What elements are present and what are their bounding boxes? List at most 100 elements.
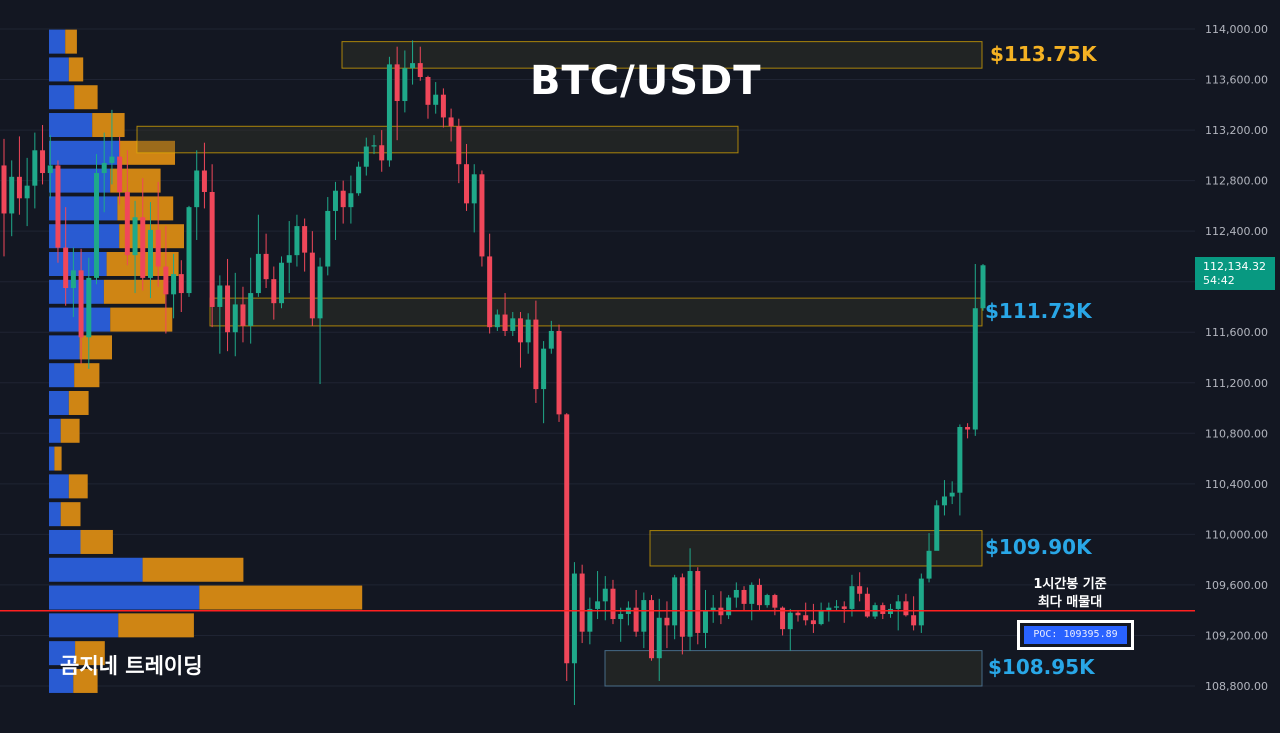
candle-body	[857, 586, 863, 594]
y-tick-label: 112,400.00	[1205, 225, 1268, 238]
candle-body	[633, 607, 639, 632]
vp-sell-bar	[60, 502, 81, 527]
candle-body	[86, 277, 92, 338]
vp-buy-bar	[49, 390, 69, 415]
vp-sell-bar	[80, 529, 113, 554]
candle-body	[741, 589, 747, 604]
vp-buy-bar	[49, 418, 61, 443]
candle-body	[217, 285, 223, 307]
candle-body	[425, 77, 431, 105]
poc-label: POC: 109395.89	[1024, 626, 1127, 644]
candle-body	[255, 253, 261, 294]
candlesticks	[1, 40, 986, 705]
candle-body	[564, 414, 570, 664]
poc-label-box: POC: 109395.89	[1017, 620, 1134, 650]
vp-sell-bar	[103, 279, 166, 304]
candle-body	[841, 606, 847, 609]
candle-body	[456, 126, 462, 165]
candle-body	[756, 584, 762, 606]
candle-body	[618, 613, 624, 620]
candle-body	[656, 617, 662, 659]
candle-body	[834, 606, 840, 608]
candle-body	[702, 611, 708, 633]
last-price-badge: 112,134.32 54:42	[1195, 257, 1275, 290]
poc-annotation: 1시간봉 기준 최다 매물대	[1000, 576, 1140, 612]
candle-body	[795, 612, 801, 616]
vp-sell-bar	[79, 335, 112, 360]
zone-box	[341, 41, 983, 69]
last-price: 112,134.32	[1203, 260, 1266, 273]
y-tick-label: 108,800.00	[1205, 680, 1268, 693]
vp-buy-bar	[49, 446, 55, 471]
grid-lines	[0, 28, 1195, 687]
vp-sell-bar	[73, 668, 98, 693]
candle-body	[394, 64, 400, 102]
vp-buy-bar	[49, 113, 93, 138]
candle-body	[40, 150, 46, 174]
candle-body	[448, 117, 454, 127]
zone-box	[604, 650, 983, 687]
vp-sell-bar	[110, 307, 173, 332]
bar-countdown: 54:42	[1203, 274, 1235, 287]
vp-sell-bar	[142, 557, 244, 582]
candle-body	[340, 190, 346, 208]
candle-body	[379, 145, 385, 161]
candle-body	[356, 166, 362, 194]
candle-body	[571, 573, 577, 664]
candle-body	[772, 595, 778, 608]
y-tick-label: 110,400.00	[1205, 478, 1268, 491]
candle-body	[178, 274, 184, 294]
candle-body	[402, 68, 408, 102]
candle-body	[440, 94, 446, 118]
candle-body	[764, 595, 770, 606]
candle-body	[965, 426, 971, 430]
candle-body	[918, 578, 924, 626]
y-tick-label: 109,600.00	[1205, 579, 1268, 592]
candle-body	[672, 577, 678, 626]
vp-buy-bar	[49, 613, 119, 638]
zone-label: $111.73K	[985, 299, 1092, 323]
candle-body	[417, 63, 423, 78]
zone-label: $109.90K	[985, 535, 1092, 560]
candle-body	[109, 156, 115, 163]
candle-body	[864, 593, 870, 617]
candle-body	[502, 314, 508, 331]
candle-body	[163, 266, 169, 295]
candle-body	[201, 170, 207, 192]
vp-buy-bar	[49, 279, 104, 304]
candle-body	[70, 270, 76, 289]
y-tick-label: 112,800.00	[1205, 175, 1268, 188]
candle-body	[410, 63, 416, 69]
vp-sell-bar	[60, 418, 80, 443]
candle-body	[433, 94, 439, 105]
vp-sell-bar	[65, 29, 77, 54]
candle-body	[302, 226, 308, 253]
candle-body	[595, 601, 601, 609]
y-tick-label: 110,000.00	[1205, 528, 1268, 541]
candle-body	[749, 584, 755, 604]
candle-body	[240, 304, 246, 326]
vp-buy-bar	[49, 557, 143, 582]
candle-body	[464, 164, 470, 204]
y-tick-label: 114,000.00	[1205, 23, 1268, 36]
candle-body	[494, 314, 500, 328]
candle-body	[602, 588, 608, 602]
candle-body	[55, 165, 61, 248]
y-tick-label: 113,200.00	[1205, 124, 1268, 137]
candle-body	[687, 571, 693, 637]
candle-body	[510, 318, 516, 331]
candle-body	[533, 319, 539, 390]
candle-body	[101, 162, 107, 174]
candle-body	[695, 571, 701, 633]
candle-body	[810, 620, 816, 625]
candle-body	[371, 145, 377, 147]
candle-body	[849, 586, 855, 609]
candle-body	[679, 577, 685, 637]
candle-body	[124, 191, 130, 256]
vp-sell-bar	[118, 613, 194, 638]
annotation-line-1: 1시간봉 기준	[1033, 577, 1107, 592]
vp-buy-bar	[49, 668, 74, 693]
y-axis: 114,000.00 113,600.00 113,200.00 112,800.00…	[1205, 23, 1268, 693]
vp-buy-bar	[49, 502, 61, 527]
